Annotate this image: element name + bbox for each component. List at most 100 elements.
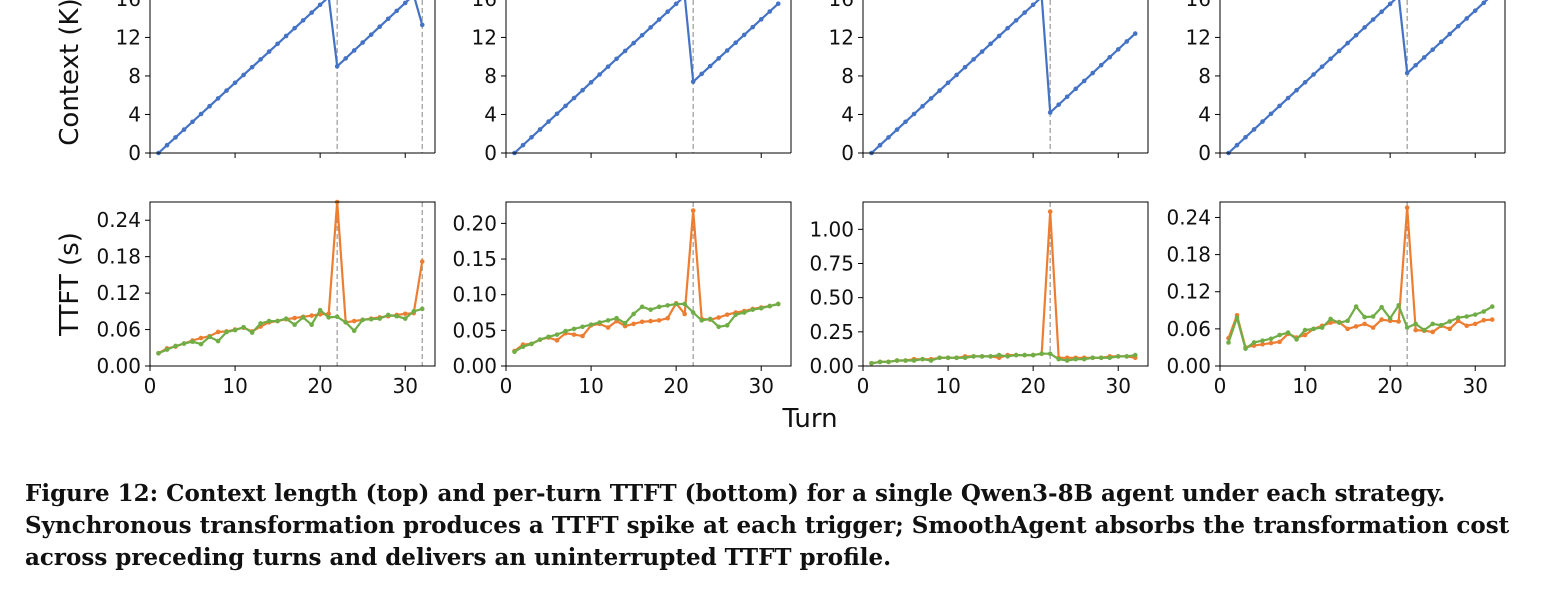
smooth-point bbox=[537, 337, 543, 342]
context-point bbox=[571, 95, 577, 101]
context-point bbox=[1047, 110, 1053, 115]
context-point bbox=[529, 135, 534, 140]
smooth-point bbox=[1047, 351, 1053, 357]
y-tick-label: 8 bbox=[1198, 64, 1211, 88]
smooth-point bbox=[1073, 356, 1078, 362]
smooth-point bbox=[639, 304, 645, 310]
smooth-point bbox=[1056, 356, 1061, 362]
context-point bbox=[1353, 32, 1359, 38]
smooth-point bbox=[937, 355, 942, 361]
smooth-point bbox=[300, 315, 306, 320]
context-point bbox=[1294, 87, 1299, 93]
context-point bbox=[546, 119, 551, 124]
y-tick-label: 16 bbox=[472, 0, 497, 11]
context-point bbox=[775, 1, 781, 7]
sync-point bbox=[690, 208, 696, 213]
smooth-point bbox=[988, 354, 993, 359]
smooth-point bbox=[775, 301, 781, 307]
y-tick-label: 0.12 bbox=[1166, 280, 1211, 304]
context-point bbox=[911, 111, 917, 117]
smooth-point bbox=[1413, 321, 1418, 327]
smooth-point bbox=[520, 344, 526, 350]
context-point bbox=[164, 142, 170, 148]
smooth-point bbox=[1013, 352, 1019, 358]
y-tick-label: 0.15 bbox=[452, 247, 497, 271]
y-tick-label: 8 bbox=[128, 64, 141, 88]
sync-point bbox=[682, 311, 687, 317]
sync-point bbox=[648, 318, 653, 324]
context-point bbox=[673, 1, 679, 7]
context-point bbox=[1430, 47, 1435, 52]
y-tick-label: 0.00 bbox=[96, 354, 141, 378]
x-tick-label: 20 bbox=[1377, 374, 1402, 398]
smooth-point bbox=[190, 339, 195, 345]
context-point bbox=[1447, 31, 1453, 37]
sync-point bbox=[292, 315, 297, 321]
context-point bbox=[937, 88, 942, 93]
context-point bbox=[1481, 0, 1487, 6]
context-point bbox=[351, 48, 357, 53]
figure-panels: 0 4 8 12 16 0 4 8 12 16 0 4 8 12 16 0 4 8 12 16 0.00 0.06 0.12… bbox=[55, 0, 1506, 434]
smooth-point bbox=[1430, 321, 1435, 327]
sync-point bbox=[198, 335, 204, 341]
context-point bbox=[1472, 8, 1478, 13]
context-point bbox=[1362, 25, 1367, 30]
smooth-point bbox=[1081, 356, 1087, 362]
sync-point bbox=[1370, 325, 1376, 330]
sync-point bbox=[1396, 319, 1401, 324]
smooth-point bbox=[656, 304, 662, 310]
y-tick-label: 4 bbox=[841, 102, 854, 126]
y-tick-label: 12 bbox=[116, 25, 141, 49]
smooth-point bbox=[1438, 322, 1444, 328]
context-point bbox=[1438, 39, 1444, 45]
context-point bbox=[190, 119, 195, 125]
smooth-point bbox=[1421, 327, 1427, 333]
smooth-point bbox=[1090, 355, 1096, 361]
smooth-point bbox=[614, 315, 619, 321]
smooth-point bbox=[903, 358, 908, 363]
smooth-point bbox=[945, 355, 951, 361]
context-point bbox=[903, 119, 908, 125]
smooth-point bbox=[1311, 326, 1316, 332]
y-tick-label: 0.06 bbox=[96, 318, 141, 342]
context-point bbox=[656, 17, 662, 22]
context-point bbox=[1464, 16, 1470, 21]
context-point bbox=[971, 57, 976, 62]
sync-point bbox=[1277, 339, 1282, 345]
smooth-point bbox=[317, 307, 323, 313]
smooth-point bbox=[309, 322, 314, 327]
smooth-point bbox=[588, 322, 594, 327]
sync-point bbox=[665, 315, 670, 321]
smooth-point bbox=[1268, 336, 1274, 342]
smooth-point bbox=[258, 321, 263, 326]
context-point bbox=[750, 24, 756, 30]
context-point bbox=[1404, 70, 1410, 76]
context-point bbox=[1115, 47, 1121, 52]
context-series-line bbox=[870, 0, 1136, 154]
context-point bbox=[639, 32, 645, 38]
context-point bbox=[1260, 119, 1265, 124]
x-tick-label: 30 bbox=[1105, 374, 1130, 398]
panel-bottom-2: 0.00 0.25 0.50 0.75 1.00 0 10 20 30 bbox=[809, 201, 1149, 398]
context-point bbox=[648, 25, 653, 30]
smooth-point bbox=[351, 328, 357, 334]
smooth-series-line bbox=[158, 307, 423, 355]
smooth-point bbox=[750, 307, 756, 312]
context-point bbox=[1005, 25, 1010, 31]
context-point bbox=[1022, 10, 1027, 15]
sync-point bbox=[1430, 329, 1435, 335]
smooth-point bbox=[979, 354, 985, 359]
smooth-point bbox=[605, 318, 611, 323]
smooth-point bbox=[266, 318, 272, 324]
y-tick-label: 0.24 bbox=[1166, 205, 1211, 229]
smooth-point bbox=[1472, 312, 1478, 317]
smooth-point bbox=[1370, 314, 1376, 319]
smooth-point bbox=[164, 347, 170, 352]
smooth-point bbox=[954, 355, 959, 361]
sync-point bbox=[724, 312, 730, 317]
context-point bbox=[1234, 142, 1240, 148]
context-point bbox=[614, 56, 619, 62]
smooth-point bbox=[173, 343, 178, 349]
panel-top-2: 0 4 8 12 16 bbox=[829, 0, 1149, 165]
smooth-point bbox=[1396, 303, 1401, 308]
